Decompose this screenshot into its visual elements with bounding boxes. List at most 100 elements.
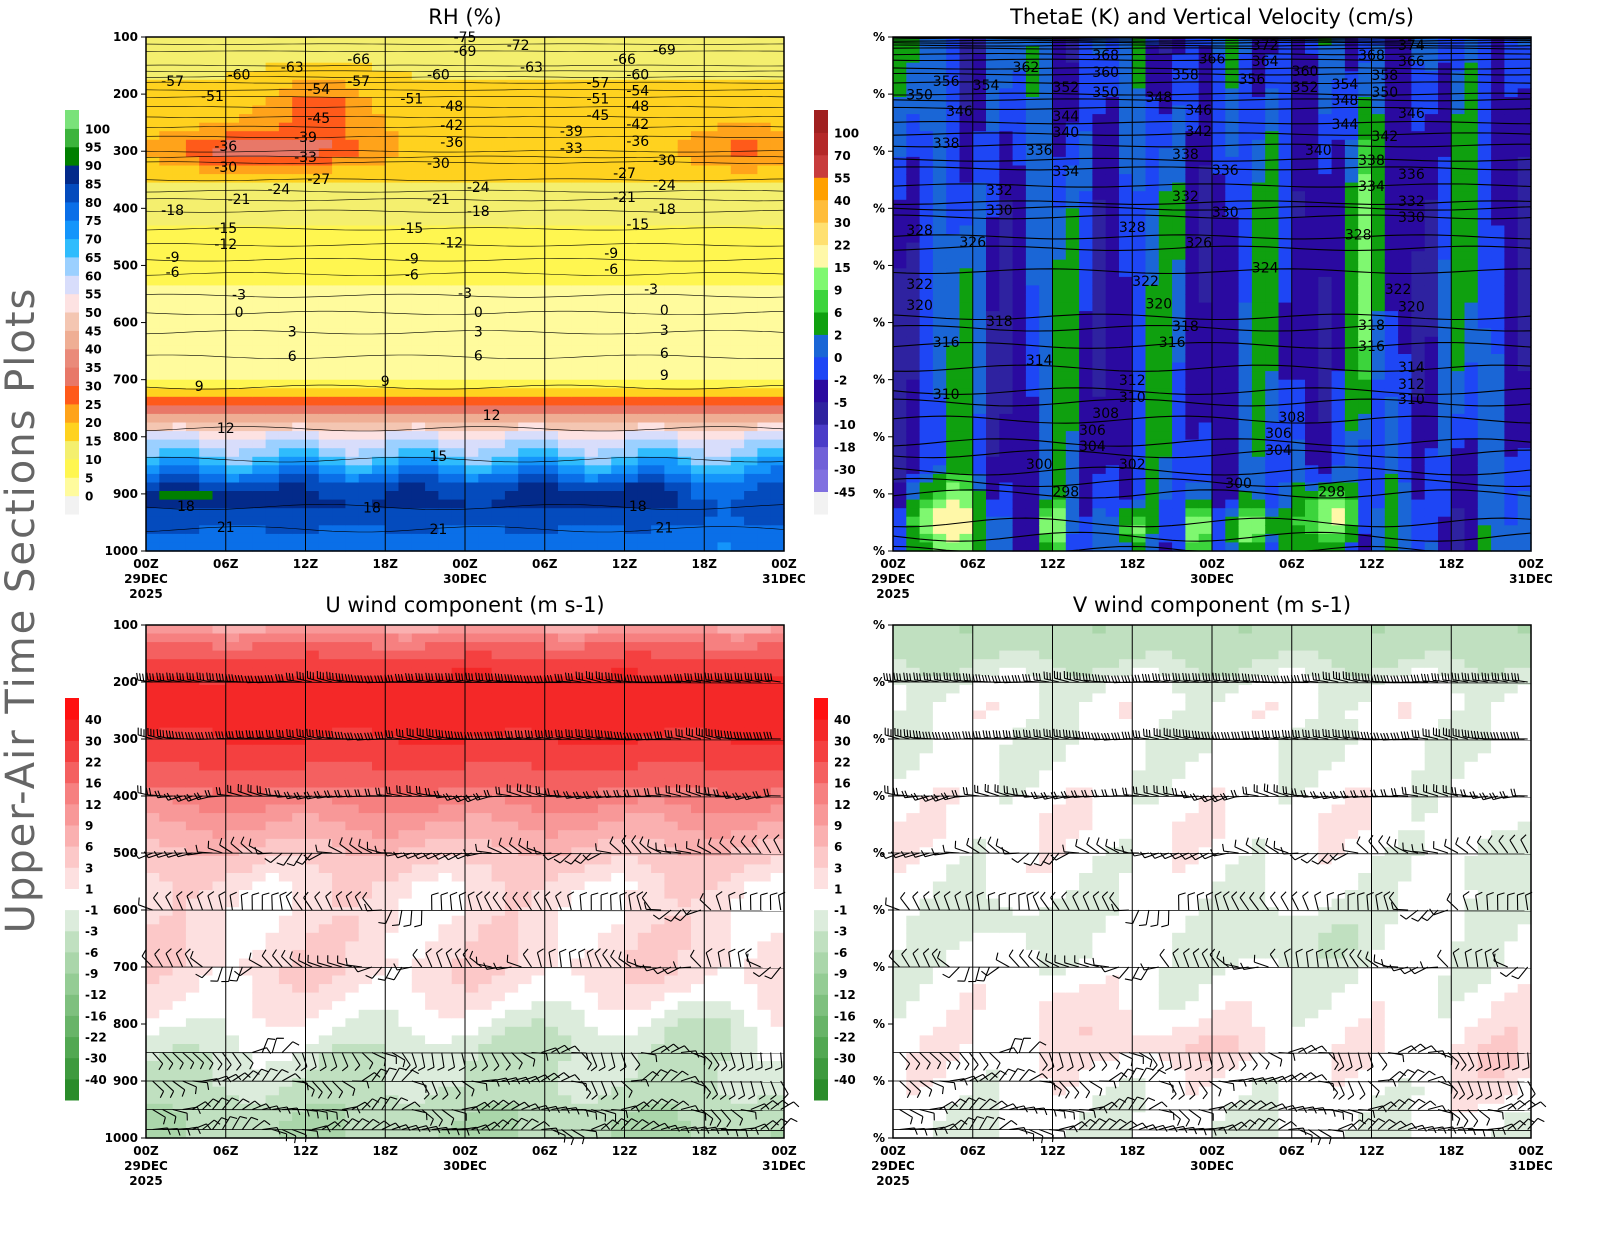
- contour-cell: [771, 71, 785, 80]
- contour-cell: [638, 457, 652, 466]
- contour-cell: [731, 46, 745, 55]
- contour-cell: [678, 251, 692, 260]
- contour-cell: [359, 217, 373, 226]
- contour-cell: [973, 405, 987, 414]
- contour-cell: [1212, 277, 1226, 286]
- contour-cell: [159, 234, 173, 243]
- contour-cell: [678, 303, 692, 312]
- contour-cell: [306, 268, 320, 277]
- contour-cell: [452, 517, 466, 526]
- contour-cell: [213, 208, 227, 217]
- contour-cell: [292, 80, 306, 89]
- contour-cell: [159, 354, 173, 363]
- contour-cell: [159, 148, 173, 157]
- contour-cell: [651, 97, 665, 106]
- contour-cell: [292, 465, 306, 474]
- contour-cell: [611, 397, 625, 406]
- contour-cell: [651, 114, 665, 123]
- contour-cell: [1225, 491, 1239, 500]
- contour-cell: [173, 345, 187, 354]
- contour-cell: [399, 491, 413, 500]
- contour-cell: [744, 260, 758, 269]
- contour-cell: [678, 174, 692, 183]
- contour-cell: [771, 148, 785, 157]
- contour-cell: [731, 191, 745, 200]
- contour-cell: [239, 405, 253, 414]
- contour-cell: [173, 174, 187, 183]
- contour-cell: [973, 380, 987, 389]
- colorbar-box: [65, 386, 79, 405]
- contour-cell: [532, 448, 546, 457]
- contour-cell: [505, 414, 519, 423]
- contour-cell: [186, 200, 200, 209]
- contour-cell: [478, 388, 492, 397]
- contour-cell: [492, 140, 506, 149]
- contour-cell: [1212, 508, 1226, 517]
- contour-cell: [1172, 508, 1186, 517]
- contour-cell: [359, 200, 373, 209]
- contour-cell: [1013, 285, 1027, 294]
- contour-cell: [532, 243, 546, 252]
- contour-cell: [239, 243, 253, 252]
- contour-cell: [438, 474, 452, 483]
- contour-cell: [771, 285, 785, 294]
- contour-cell: [345, 345, 359, 354]
- contour-cell: [399, 294, 413, 303]
- contour-cell: [505, 243, 519, 252]
- contour-cell: [372, 414, 386, 423]
- contour-cell: [385, 260, 399, 269]
- contour-cell: [1305, 431, 1319, 440]
- contour-cell: [691, 80, 705, 89]
- contour-cell: [518, 106, 532, 115]
- contour-cell: [744, 191, 758, 200]
- contour-cell: [1172, 534, 1186, 543]
- contour-cell: [651, 423, 665, 432]
- colorbar-label: 50: [85, 306, 102, 320]
- contour-cell: [1013, 448, 1027, 457]
- contour-cell: [505, 54, 519, 63]
- contour-cell: [678, 483, 692, 492]
- contour-cell: [1053, 354, 1067, 363]
- contour-cell: [372, 131, 386, 140]
- contour-cell: [664, 500, 678, 509]
- contour-label: -39: [560, 124, 583, 140]
- contour-cell: [1013, 405, 1027, 414]
- contour-cell: [1026, 508, 1040, 517]
- contour-cell: [757, 106, 771, 115]
- contour-cell: [1066, 431, 1080, 440]
- contour-cell: [757, 491, 771, 500]
- contour-cell: [159, 388, 173, 397]
- contour-cell: [744, 294, 758, 303]
- contour-cell: [226, 46, 240, 55]
- y-tick-label: 700: [113, 373, 138, 387]
- contour-cell: [1279, 63, 1293, 72]
- contour-cell: [691, 414, 705, 423]
- contour-cell: [186, 397, 200, 406]
- contour-cell: [704, 123, 718, 132]
- contour-cell: [199, 63, 213, 72]
- contour-cell: [1199, 525, 1213, 534]
- contour-cell: [678, 320, 692, 329]
- contour-cell: [1212, 97, 1226, 106]
- contour-cell: [505, 491, 519, 500]
- contour-cell: [1159, 423, 1173, 432]
- contour-cell: [638, 397, 652, 406]
- contour-cell: [1185, 303, 1199, 312]
- contour-cell: [306, 285, 320, 294]
- contour-cell: [1079, 371, 1093, 380]
- contour-cell: [1225, 251, 1239, 260]
- contour-cell: [412, 431, 426, 440]
- contour-cell: [718, 397, 732, 406]
- contour-cell: [385, 337, 399, 346]
- contour-cell: [973, 63, 987, 72]
- contour-cell: [625, 483, 639, 492]
- contour-cell: [1212, 423, 1226, 432]
- contour-cell: [518, 166, 532, 175]
- contour-label: 21: [655, 521, 673, 537]
- contour-cell: [571, 243, 585, 252]
- contour-cell: [173, 414, 187, 423]
- contour-cell: [1172, 54, 1186, 63]
- contour-cell: [385, 294, 399, 303]
- contour-cell: [252, 251, 266, 260]
- contour-cell: [1159, 183, 1173, 192]
